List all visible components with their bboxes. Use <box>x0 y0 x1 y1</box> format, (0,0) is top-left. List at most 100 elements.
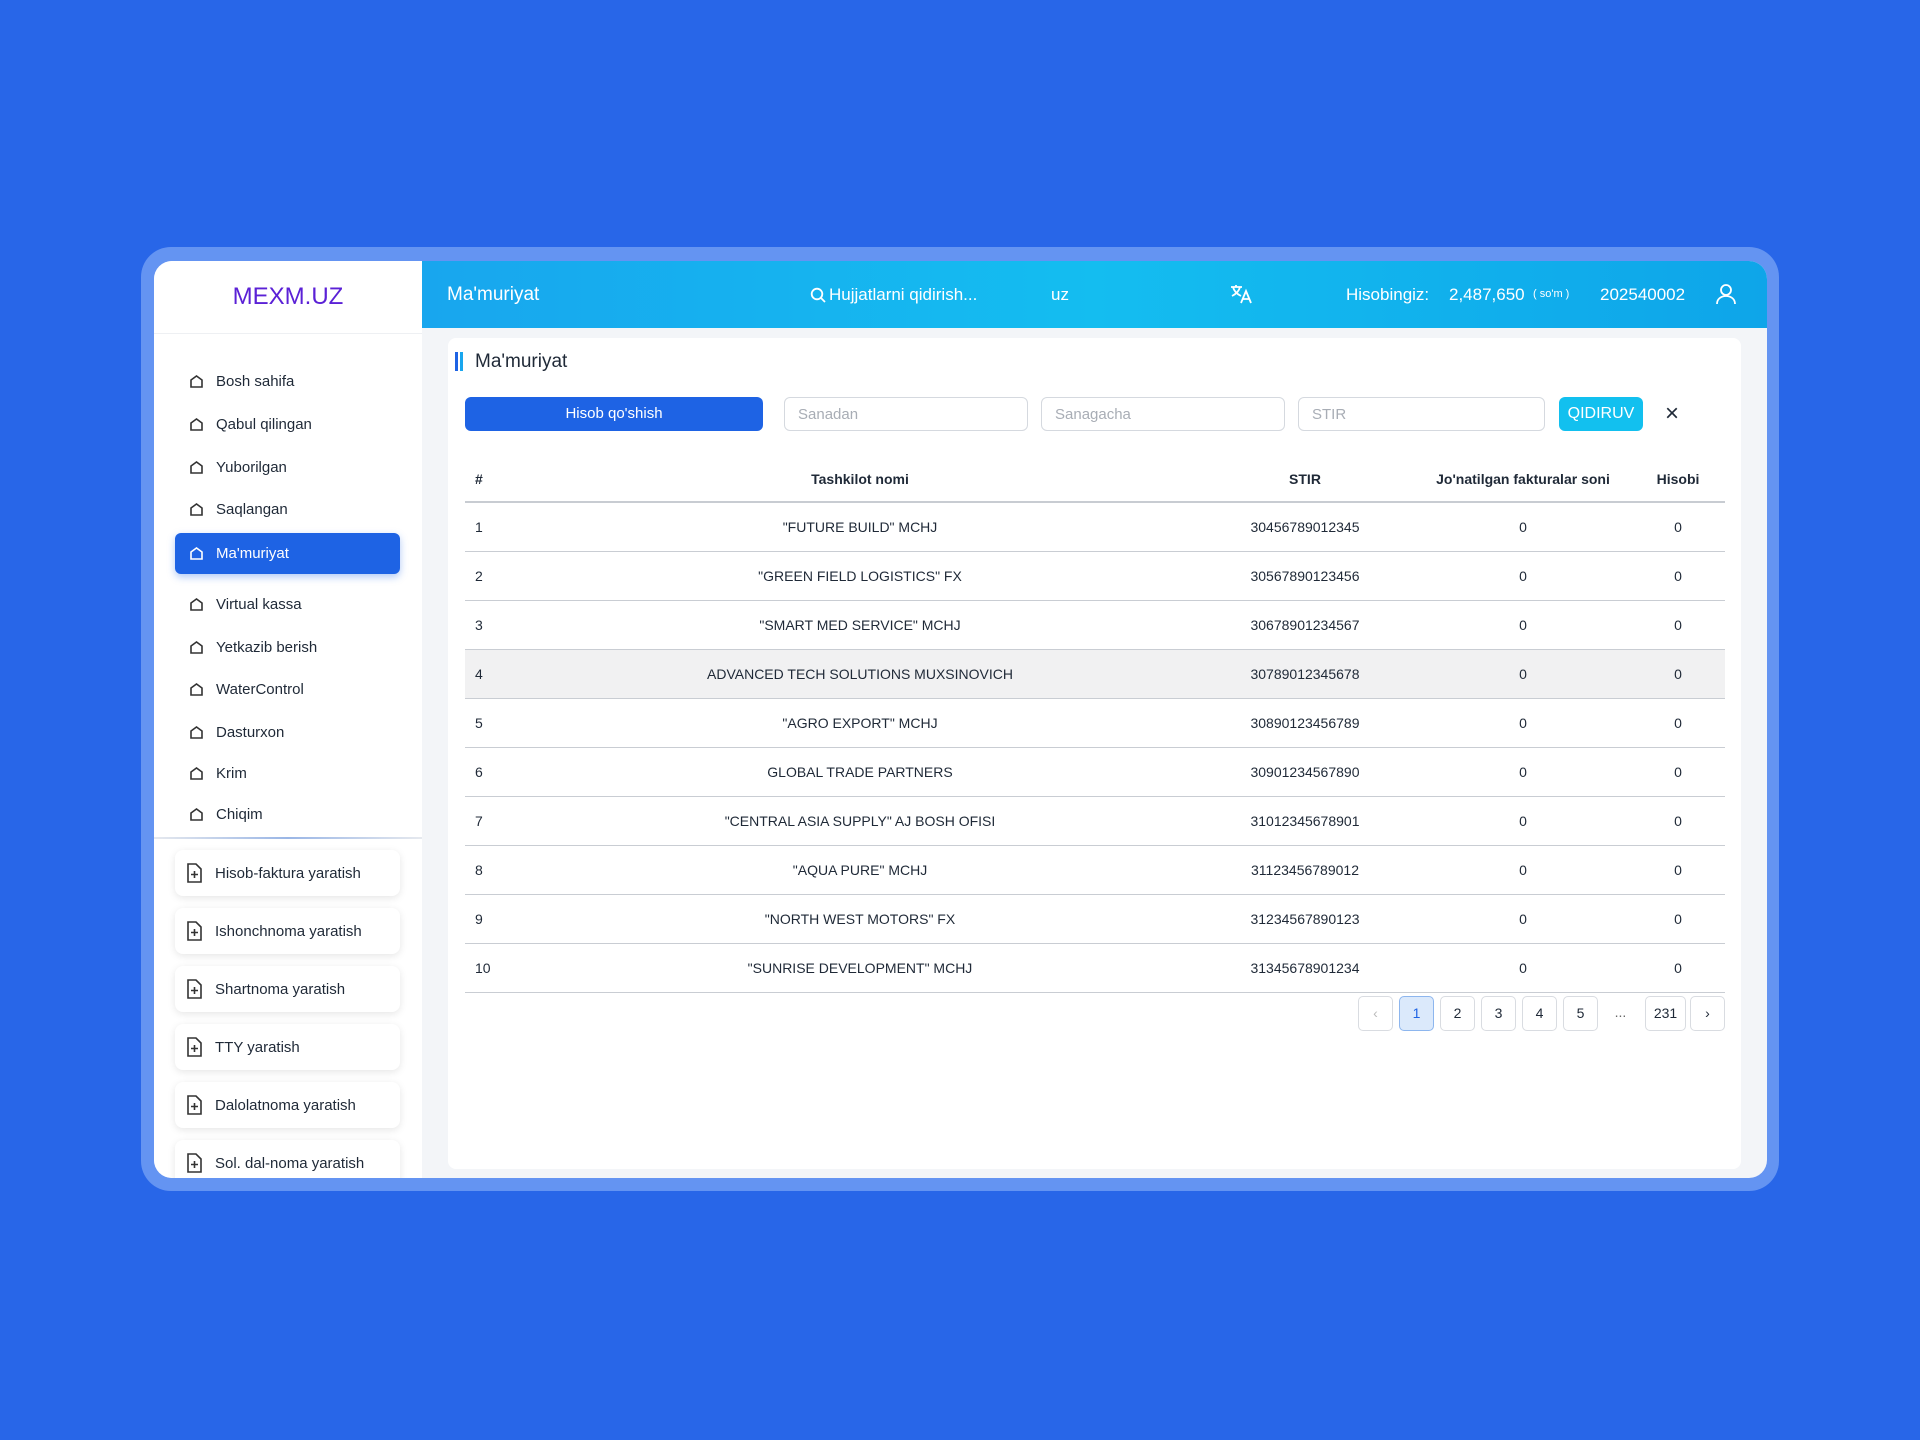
table-cell: 0 <box>1631 698 1725 748</box>
menu-item[interactable]: Saqlangan <box>175 489 400 530</box>
table-cell: 31123456789012 <box>1195 845 1415 895</box>
menu-item[interactable]: Krim <box>175 753 400 794</box>
menu-item[interactable]: Ma'muriyat <box>175 533 400 574</box>
user-icon[interactable] <box>1716 284 1736 305</box>
menu-label: Dasturxon <box>216 724 285 741</box>
table-cell: 0 <box>1415 894 1631 944</box>
action-button[interactable]: Shartnoma yaratish <box>175 966 400 1012</box>
table-cell: 1 <box>465 502 525 552</box>
menu-label: Qabul qilingan <box>216 416 312 433</box>
table-row[interactable]: 6 GLOBAL TRADE PARTNERS 30901234567890 0 0 <box>465 747 1725 797</box>
action-label: Dalolatnoma yaratish <box>215 1096 356 1114</box>
table-header: # Tashkilot nomi STIR Jo'natilgan fakturala… <box>465 456 1725 503</box>
column-header: Tashkilot nomi <box>525 456 1195 503</box>
table-row[interactable]: 8 "AQUA PURE" MCHJ 31123456789012 0 0 <box>465 845 1725 895</box>
table-row[interactable]: 7 "CENTRAL ASIA SUPPLY" AJ BOSH OFISI 3101… <box>465 796 1725 846</box>
menu-label: Ma'muriyat <box>216 545 289 562</box>
page-button[interactable]: 4 <box>1522 996 1557 1031</box>
table-row[interactable]: 3 "SMART MED SERVICE" MCHJ 30678901234567 0… <box>465 600 1725 650</box>
table-cell: 0 <box>1631 649 1725 699</box>
action-label: Sol. dal-noma yaratish <box>215 1154 365 1172</box>
action-button[interactable]: Sol. dal-noma yaratish <box>175 1140 400 1178</box>
balance: 2,487,650 <box>1449 285 1525 304</box>
menu-item[interactable]: Yetkazib berish <box>175 627 400 668</box>
date-from-input[interactable]: Sanadan <box>784 397 1028 431</box>
page-button: ... <box>1614 1004 1627 1020</box>
menu-item[interactable]: WaterControl <box>175 669 400 710</box>
menu-item[interactable]: Qabul qilingan <box>175 404 400 445</box>
column-header: STIR <box>1195 456 1415 503</box>
table-cell: 0 <box>1631 600 1725 650</box>
table-cell: "CENTRAL ASIA SUPPLY" AJ BOSH OFISI <box>525 796 1195 846</box>
table-cell: "NORTH WEST MOTORS" FX <box>525 894 1195 944</box>
action-button[interactable]: TTY yaratish <box>175 1024 400 1070</box>
menu-item[interactable]: Bosh sahifa <box>175 361 400 402</box>
menu-label: WaterControl <box>216 681 304 698</box>
content-card: Ma'muriyat Hisob qo'shish Sanadan Sanaga… <box>448 338 1741 1169</box>
page-button[interactable]: 2 <box>1440 996 1475 1031</box>
stir-input[interactable]: STIR <box>1298 397 1545 431</box>
action-button[interactable]: Hisob-faktura yaratish <box>175 850 400 896</box>
table-cell: "SMART MED SERVICE" MCHJ <box>525 600 1195 650</box>
currency: ( so'm ) <box>1533 288 1570 300</box>
icon <box>190 683 203 696</box>
icon <box>187 979 202 999</box>
table-cell: 0 <box>1415 845 1631 895</box>
icon <box>187 1037 202 1057</box>
action-button[interactable]: Dalolatnoma yaratish <box>175 1082 400 1128</box>
table-row[interactable]: 2 "GREEN FIELD LOGISTICS" FX 3056789012345… <box>465 551 1725 601</box>
icon <box>190 375 203 388</box>
icon <box>190 598 203 611</box>
menu-item[interactable]: Dasturxon <box>175 712 400 753</box>
page-button[interactable]: 5 <box>1563 996 1598 1031</box>
next-page[interactable]: › <box>1690 996 1725 1031</box>
icon <box>190 503 203 516</box>
menu-item[interactable]: Virtual kassa <box>175 584 400 625</box>
translate-icon[interactable] <box>1229 283 1253 305</box>
action-label: Hisob-faktura yaratish <box>215 864 361 882</box>
table-cell: 5 <box>465 698 525 748</box>
page-button[interactable]: 231 <box>1645 996 1686 1031</box>
search-input[interactable]: Hujjatlarni qidirish... <box>829 285 978 304</box>
action-label: TTY yaratish <box>215 1038 300 1056</box>
table-cell: 0 <box>1415 649 1631 699</box>
icon <box>187 1153 202 1173</box>
account[interactable]: 202540002 <box>1600 285 1686 304</box>
table-cell: 31234567890123 <box>1195 894 1415 944</box>
table-cell: 31012345678901 <box>1195 796 1415 846</box>
prev-page[interactable]: ‹ <box>1358 996 1393 1031</box>
top-bar: Ma'muriyat Hujjatlarni qidirish... uz Hi… <box>422 261 1767 328</box>
action-label: Ishonchnoma yaratish <box>215 922 362 940</box>
table-cell: 0 <box>1415 502 1631 552</box>
action-button[interactable]: Ishonchnoma yaratish <box>175 908 400 954</box>
table-row[interactable]: 5 "AGRO EXPORT" MCHJ 30890123456789 0 0 <box>465 698 1725 748</box>
page-button[interactable]: 1 <box>1399 996 1434 1031</box>
logo[interactable]: MEXM.UZ <box>154 261 422 334</box>
menu-label: Bosh sahifa <box>216 373 295 390</box>
table-row[interactable]: 10 "SUNRISE DEVELOPMENT" MCHJ 313456789012… <box>465 943 1725 993</box>
divider <box>154 837 422 839</box>
menu-label: Saqlangan <box>216 501 288 518</box>
table-cell: 31345678901234 <box>1195 943 1415 993</box>
table-cell: 0 <box>1631 747 1725 797</box>
currency-text: so'm <box>1539 288 1563 300</box>
menu-item[interactable]: Yuborilgan <box>175 447 400 488</box>
clear-button[interactable]: × <box>1664 400 1679 427</box>
page-button[interactable]: 3 <box>1481 996 1516 1031</box>
menu-item[interactable]: Chiqim <box>175 794 400 835</box>
column-header: # <box>465 456 525 503</box>
table-row[interactable]: 4 ADVANCED TECH SOLUTIONS MUXSINOVICH 3078… <box>465 649 1725 699</box>
table-cell: 0 <box>1415 796 1631 846</box>
date-to-input[interactable]: Sanagacha <box>1041 397 1285 431</box>
table: # Tashkilot nomi STIR Jo'natilgan fakturala… <box>465 456 1725 993</box>
title-marker <box>455 352 463 371</box>
column-header: Jo'natilgan fakturalar soni <box>1415 456 1631 503</box>
table-cell: 0 <box>1631 845 1725 895</box>
table-row[interactable]: 9 "NORTH WEST MOTORS" FX 31234567890123 0 0 <box>465 894 1725 944</box>
table-row[interactable]: 1 "FUTURE BUILD" MCHJ 30456789012345 0 0 <box>465 502 1725 552</box>
add-button[interactable]: Hisob qo'shish <box>465 397 763 431</box>
search-button[interactable]: QIDIRUV <box>1559 397 1643 431</box>
language[interactable]: uz <box>1051 285 1069 304</box>
table-cell: 30456789012345 <box>1195 502 1415 552</box>
